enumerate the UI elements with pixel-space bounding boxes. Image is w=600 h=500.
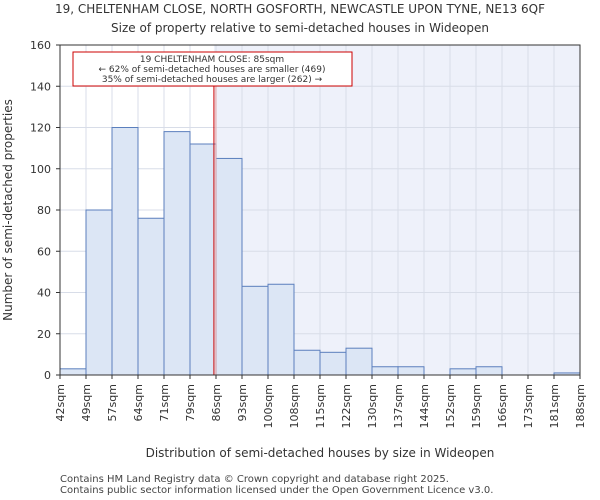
x-tick-label-18: 173sqm: [522, 384, 535, 428]
annotation-line-2: ← 62% of semi-detached houses are smalle…: [99, 65, 326, 75]
bar-2: [111, 127, 139, 376]
x-tick-label-20: 188sqm: [574, 384, 587, 428]
bar-0: [59, 368, 87, 376]
x-tick-label-5: 79sqm: [184, 384, 197, 421]
y-tick-label-0: 0: [44, 369, 51, 382]
x-tick-label-14: 144sqm: [418, 384, 431, 428]
x-tick-label-19: 181sqm: [548, 384, 561, 428]
y-axis-ticks: 0 20 40 60 80 100 120 140 160: [30, 39, 60, 382]
annotation-line-3: 35% of semi-detached houses are larger (…: [102, 75, 323, 85]
y-tick-label-6: 120: [30, 122, 51, 135]
x-tick-label-6: 86sqm: [210, 384, 223, 421]
bar-4: [163, 131, 191, 376]
bar-11: [345, 347, 373, 376]
bar-5: [189, 143, 217, 376]
x-tick-label-0: 42sqm: [54, 384, 67, 421]
annotation-line-1: 19 CHELTENHAM CLOSE: 85sqm: [140, 55, 284, 65]
x-tick-label-2: 57sqm: [106, 384, 119, 421]
y-tick-label-2: 40: [37, 287, 51, 300]
bar-13: [397, 366, 425, 376]
x-tick-label-7: 93sqm: [236, 384, 249, 421]
x-tick-label-17: 166sqm: [496, 384, 509, 428]
y-tick-label-1: 20: [37, 328, 51, 341]
bar-16: [475, 366, 503, 376]
x-axis-ticks: 42sqm 49sqm 57sqm 64sqm 71sqm 79sqm 86sqm 93sqm…: [54, 375, 587, 428]
x-tick-label-1: 49sqm: [80, 384, 93, 421]
x-tick-label-12: 130sqm: [366, 384, 379, 428]
x-tick-label-8: 100sqm: [262, 384, 275, 428]
bar-3: [137, 217, 165, 376]
y-axis-label: Number of semi-detached properties: [1, 99, 15, 321]
bars: [59, 127, 581, 376]
y-tick-label-7: 140: [30, 80, 51, 93]
bar-1: [85, 209, 113, 376]
bar-8: [267, 283, 295, 376]
x-tick-label-10: 115sqm: [314, 384, 327, 428]
bar-9: [293, 349, 321, 376]
bar-6: [215, 157, 243, 376]
chart-subtitle: Size of property relative to semi-detach…: [111, 21, 489, 35]
bar-12: [371, 366, 399, 376]
y-tick-label-8: 160: [30, 39, 51, 52]
x-tick-label-9: 108sqm: [288, 384, 301, 428]
y-tick-label-5: 100: [30, 163, 51, 176]
footer-line-2: Contains public sector information licen…: [60, 485, 494, 496]
annotation-box: [72, 51, 353, 87]
x-axis-label: Distribution of semi-detached houses by …: [146, 446, 495, 460]
x-tick-label-3: 64sqm: [132, 384, 145, 421]
y-tick-label-3: 60: [37, 245, 51, 258]
x-tick-label-16: 159sqm: [470, 384, 483, 428]
footer-line-1: Contains HM Land Registry data © Crown c…: [60, 474, 449, 485]
x-tick-label-11: 122sqm: [340, 384, 353, 428]
y-tick-label-4: 80: [37, 204, 51, 217]
plot-frame: [59, 44, 581, 376]
bar-15: [449, 368, 477, 376]
chart-title: 19, CHELTENHAM CLOSE, NORTH GOSFORTH, NE…: [55, 2, 545, 16]
bar-10: [319, 351, 347, 376]
x-tick-label-15: 152sqm: [444, 384, 457, 428]
x-tick-label-4: 71sqm: [158, 384, 171, 421]
x-tick-label-13: 137sqm: [392, 384, 405, 428]
bar-7: [241, 285, 269, 376]
